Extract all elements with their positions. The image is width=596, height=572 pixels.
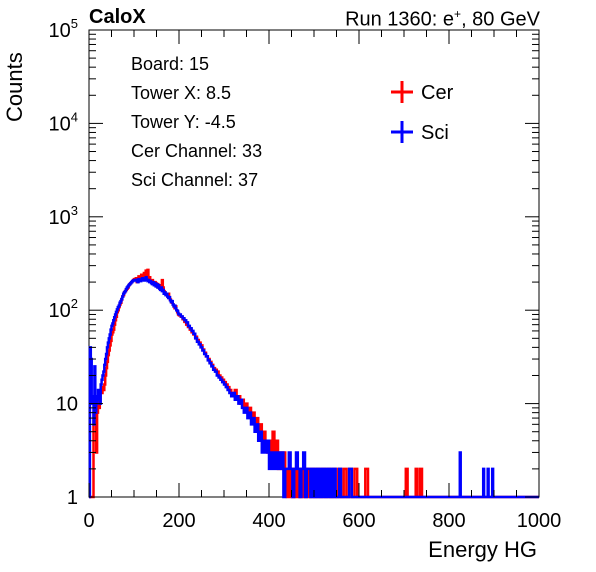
- series-sci-line: [88, 276, 539, 499]
- run-title: Run 1360: e+, 80 GeV: [345, 7, 540, 32]
- info-sci-channel: Sci Channel: 37: [131, 170, 259, 190]
- legend-label-sci: Sci: [421, 122, 449, 144]
- run-charge: +: [454, 7, 462, 21]
- y-tick-label: 10: [56, 394, 78, 416]
- y-axis-label: Counts: [2, 52, 27, 122]
- x-tick-label: 200: [162, 510, 195, 532]
- series-cer-line: [89, 268, 539, 499]
- y-tick-label: 102: [49, 296, 78, 322]
- y-tick-label: 104: [49, 109, 78, 135]
- y-tick-label: 1: [67, 487, 78, 509]
- info-tower-y: Tower Y: -4.5: [131, 112, 236, 132]
- x-tick-label: 0: [83, 510, 94, 532]
- series-layer: [88, 268, 539, 499]
- x-tick-label: 400: [252, 510, 285, 532]
- x-axis-label: Energy HG: [428, 537, 537, 562]
- tick-layer: 0 200 400 600 800 1000 1 10 102 103 104 105: [49, 16, 562, 532]
- info-cer-channel: Cer Channel: 33: [131, 141, 263, 161]
- info-tower-x: Tower X: 8.5: [131, 83, 232, 103]
- y-tick-label: 105: [49, 16, 78, 42]
- run-energy: , 80 GeV: [461, 8, 540, 31]
- brand-title: CaloX: [89, 6, 146, 28]
- y-tick-label: 103: [49, 203, 78, 229]
- x-tick-label: 800: [432, 510, 465, 532]
- legend: Cer Sci: [391, 81, 454, 144]
- info-board: Board: 15: [131, 54, 210, 74]
- x-tick-label: 600: [342, 510, 375, 532]
- legend-label-cer: Cer: [421, 82, 454, 104]
- x-tick-label: 1000: [517, 510, 562, 532]
- run-label: Run 1360: e: [345, 8, 455, 31]
